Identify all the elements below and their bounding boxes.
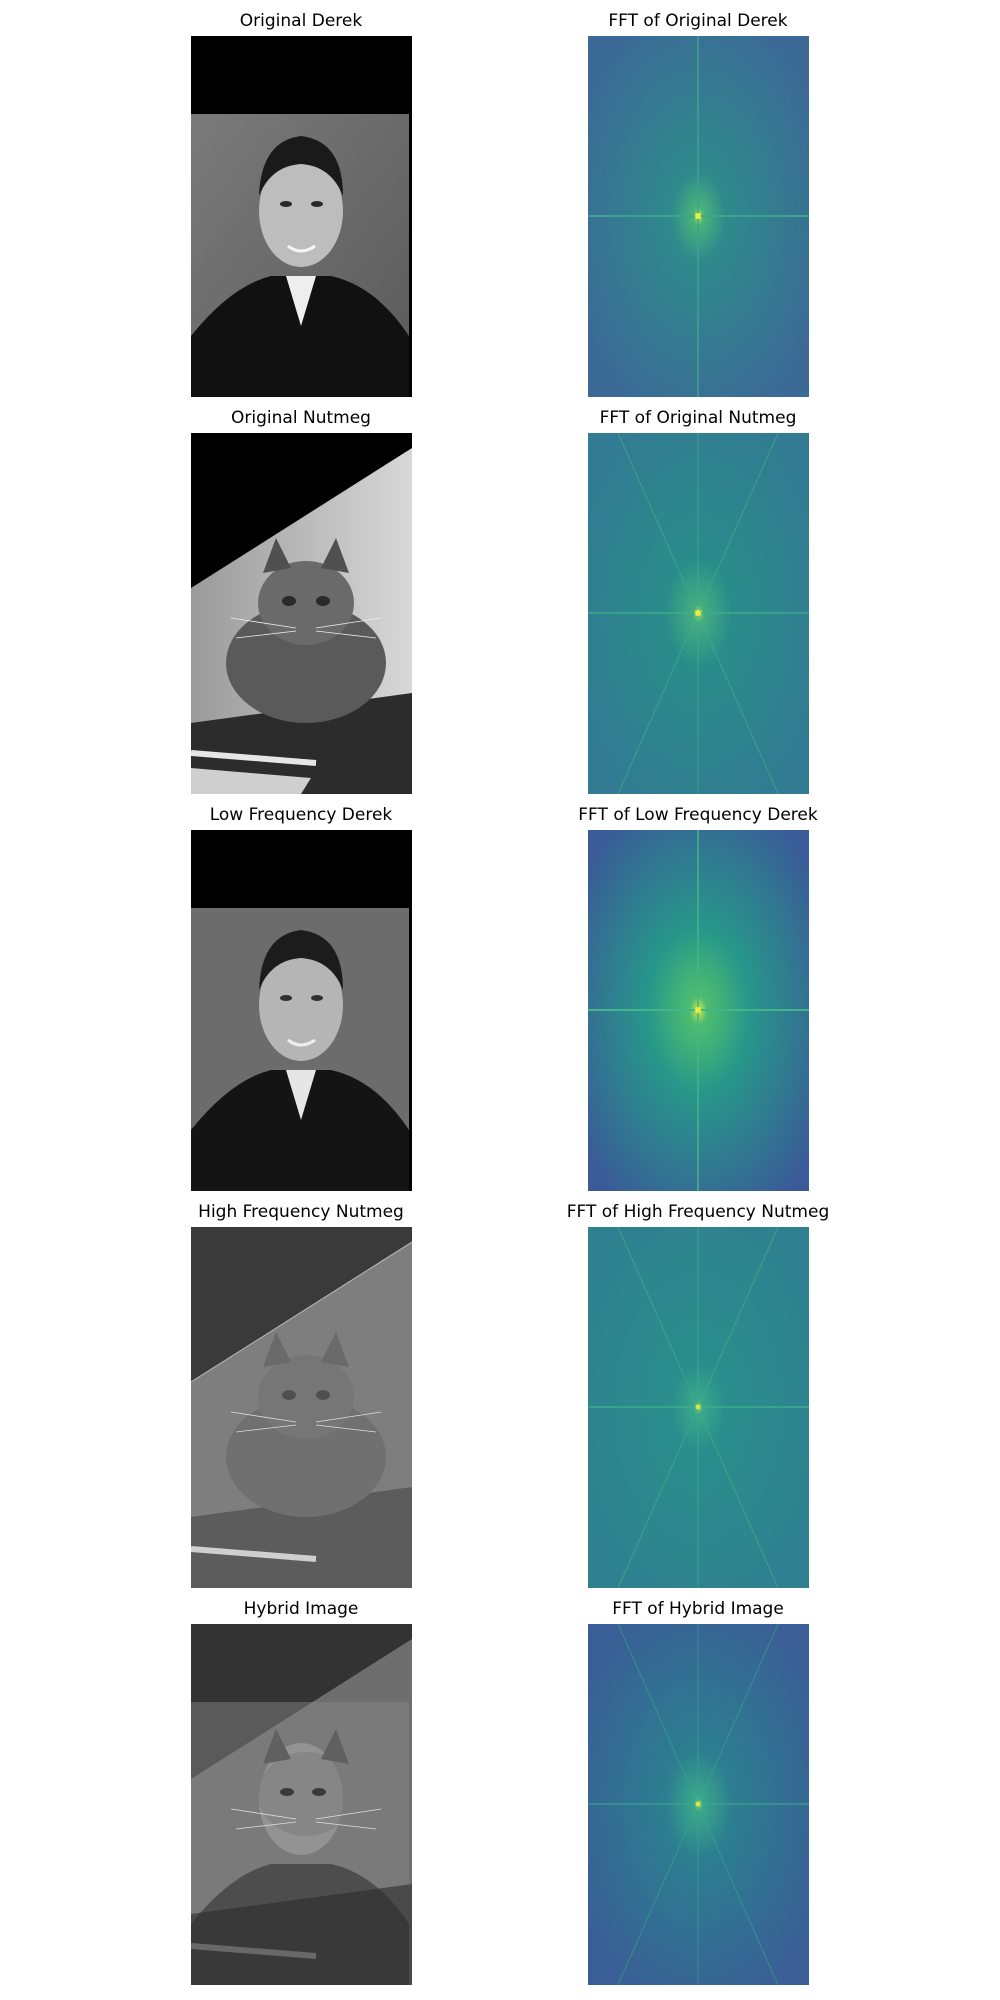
fft-hybrid-image <box>588 1624 809 1985</box>
high-frequency-nutmeg-image <box>191 1227 412 1588</box>
hybrid-image <box>191 1624 412 1985</box>
fft-original-nutmeg-image <box>588 433 809 794</box>
panel-title-original-derek: Original Derek <box>239 11 363 31</box>
panel-title-fft-hybrid-image: FFT of Hybrid Image <box>612 1599 784 1619</box>
fft-high-frequency-nutmeg-image <box>588 1227 809 1588</box>
panel-title-fft-high-frequency-nutmeg: FFT of High Frequency Nutmeg <box>566 1202 830 1222</box>
original-nutmeg-image <box>191 433 412 794</box>
panel-title-low-frequency-derek: Low Frequency Derek <box>209 805 393 825</box>
panel-title-fft-low-frequency-derek: FFT of Low Frequency Derek <box>578 805 818 825</box>
fft-low-frequency-derek-image <box>588 830 809 1191</box>
fft-original-derek-image <box>588 36 809 397</box>
panel-title-fft-original-nutmeg: FFT of Original Nutmeg <box>599 408 797 428</box>
original-derek-image <box>191 36 412 397</box>
panel-title-fft-original-derek: FFT of Original Derek <box>608 11 788 31</box>
low-frequency-derek-image <box>191 830 412 1191</box>
panel-title-original-nutmeg: Original Nutmeg <box>231 408 371 428</box>
panel-title-high-frequency-nutmeg: High Frequency Nutmeg <box>198 1202 404 1222</box>
panel-title-hybrid-image: Hybrid Image <box>243 1599 359 1619</box>
